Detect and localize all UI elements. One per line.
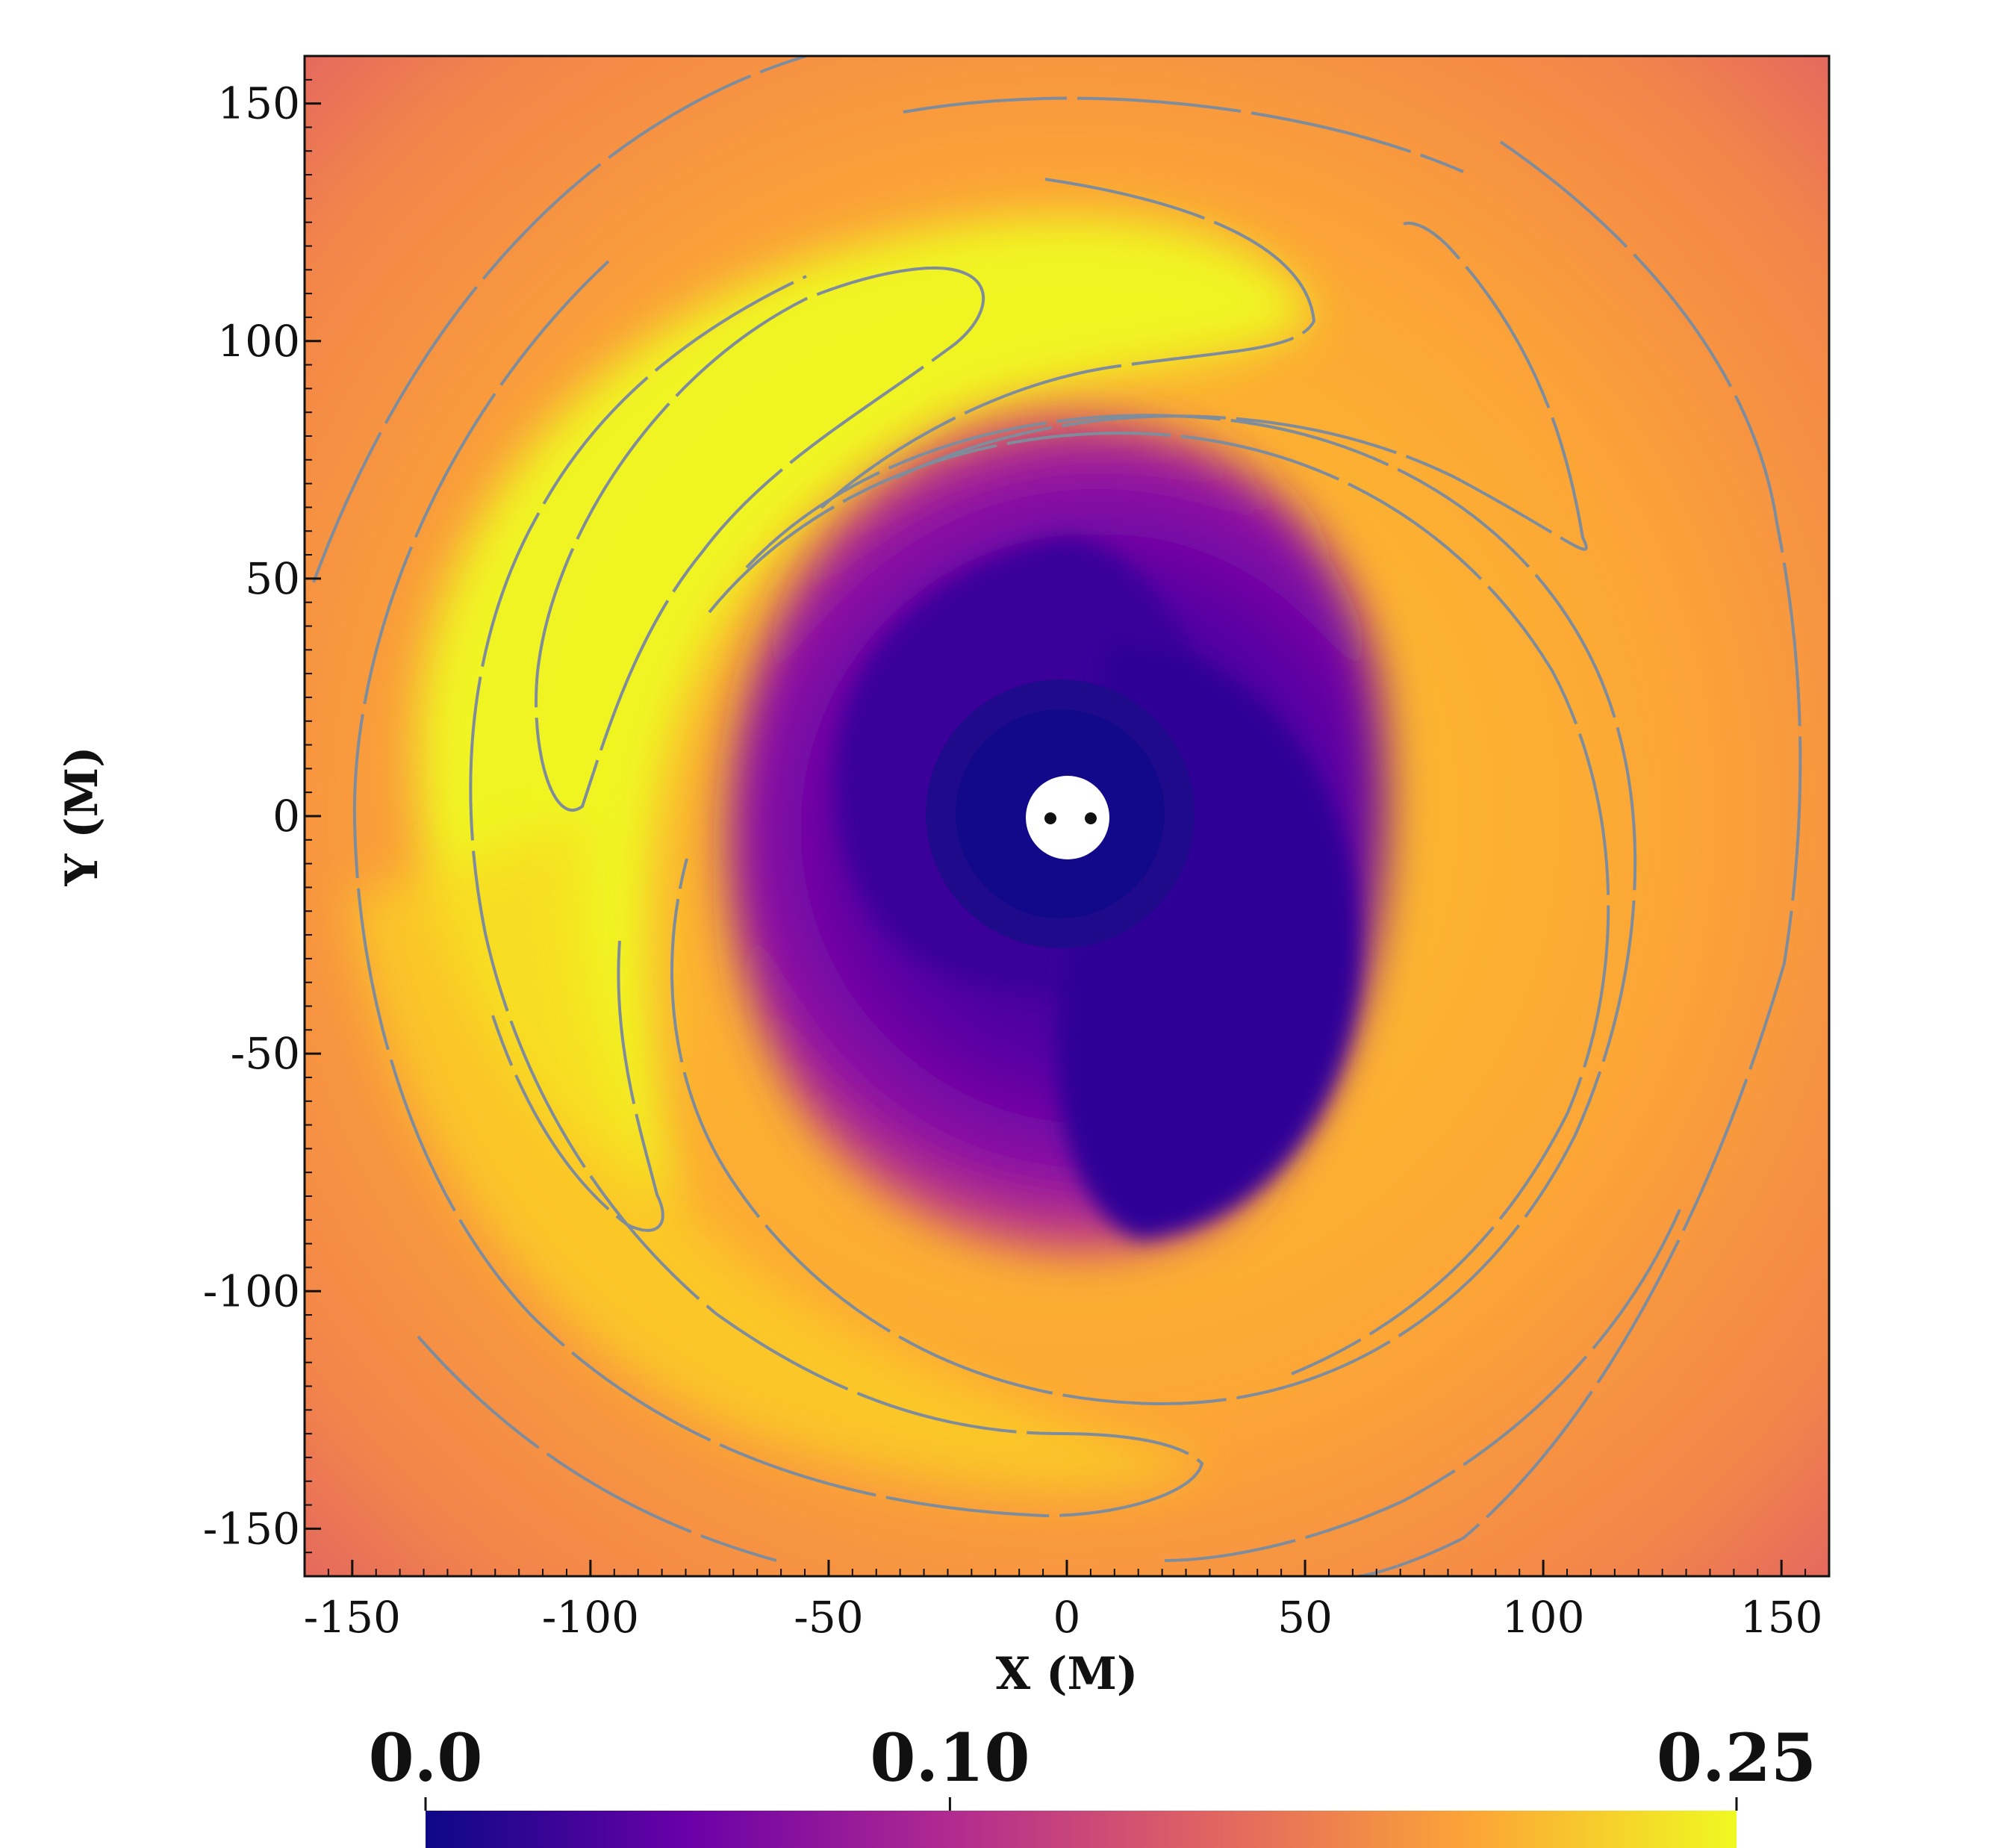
y-tick-label: 50 bbox=[245, 553, 300, 604]
colorbar-gradient bbox=[426, 1811, 1737, 1848]
colorbar: 0.0 0.10 0.25 bbox=[368, 1719, 1816, 1848]
contour-left-arc bbox=[352, 260, 1204, 1518]
y-tick-label: -150 bbox=[203, 1503, 300, 1554]
x-tick-label: 150 bbox=[1740, 1592, 1823, 1643]
x-tick-label: 0 bbox=[1053, 1592, 1081, 1643]
contour-bottom-right bbox=[1164, 1209, 1681, 1562]
contour-outer-left bbox=[312, 56, 807, 583]
colorbar-ticks: 0.0 0.10 0.25 bbox=[368, 1719, 1816, 1811]
contour-lines bbox=[312, 56, 1802, 1576]
x-tick-label: -50 bbox=[794, 1592, 863, 1643]
x-axis-label: X (M) bbox=[996, 1648, 1139, 1700]
contour-upper-crescent bbox=[820, 178, 1316, 509]
contour-inner-spiral bbox=[670, 414, 1637, 1406]
x-tick-label: 50 bbox=[1277, 1592, 1333, 1643]
y-axis-label: Y (M) bbox=[56, 747, 108, 887]
spiral-arm-bright bbox=[418, 217, 1314, 1210]
y-tick-label: 0 bbox=[272, 791, 300, 841]
x-tick-label: -100 bbox=[542, 1592, 639, 1643]
colorbar-tick-label: 0.10 bbox=[870, 1719, 1030, 1796]
y-tick-label: 150 bbox=[217, 78, 300, 129]
contour-mid-spiral bbox=[708, 431, 1610, 1375]
y-axis: 150 100 50 0 -50 -100 -150 bbox=[203, 55, 321, 1577]
y-tick-label: 100 bbox=[217, 316, 300, 367]
black-hole-2 bbox=[1085, 812, 1097, 824]
contour-lower-arc bbox=[417, 1335, 777, 1562]
y-tick-label: -50 bbox=[231, 1028, 300, 1079]
contour-outer-right bbox=[1358, 140, 1802, 1576]
y-tick-label: -100 bbox=[203, 1266, 300, 1316]
black-hole-1 bbox=[1044, 812, 1056, 824]
colorbar-tick-label: 0.25 bbox=[1657, 1719, 1816, 1796]
contour-lower-crescent bbox=[491, 940, 664, 1232]
x-tick-label: 100 bbox=[1502, 1592, 1585, 1643]
spiral-arm-glow bbox=[351, 821, 1209, 1490]
x-axis: -150 -100 -50 0 50 100 150 bbox=[304, 1560, 1830, 1643]
x-tick-label: -150 bbox=[304, 1592, 401, 1643]
excised-region bbox=[1026, 776, 1109, 859]
contour-inner-crescent bbox=[535, 266, 985, 812]
heatmap-field bbox=[305, 56, 1829, 1576]
colorbar-tick-label: 0.0 bbox=[368, 1719, 482, 1796]
contour-outer-top bbox=[903, 96, 1464, 173]
